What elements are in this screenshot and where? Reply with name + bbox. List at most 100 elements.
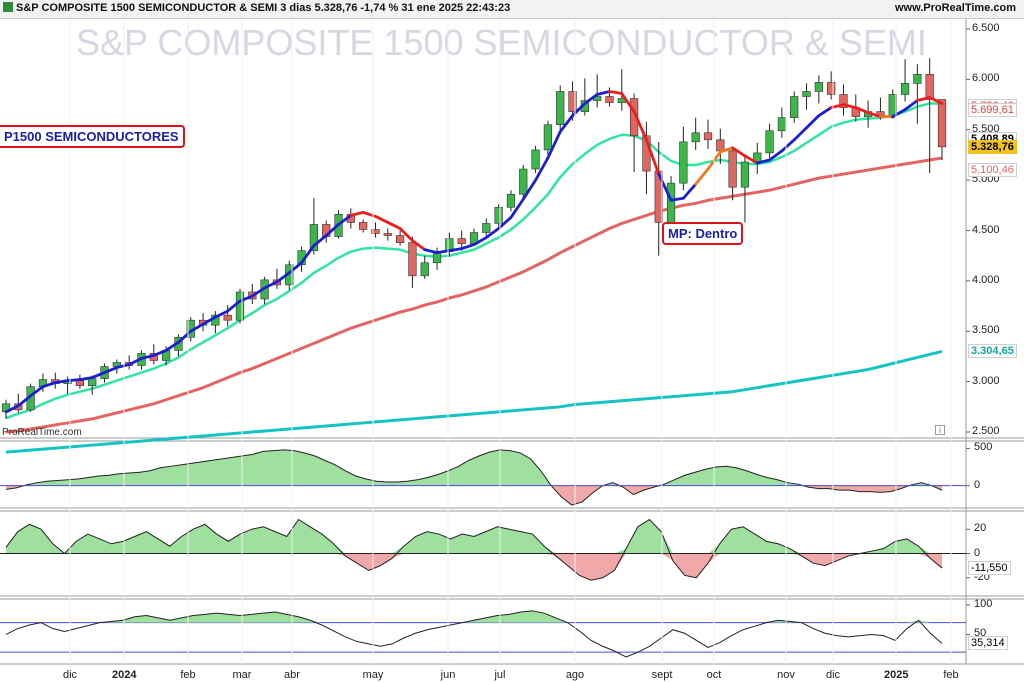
x-tick-label-12: dic xyxy=(825,669,841,681)
ema-fast-seg-58 xyxy=(718,146,735,154)
x-tick-label-4: abr xyxy=(284,669,300,681)
oscillator-2-negative-area xyxy=(6,553,942,581)
pane3-current-value: 35,314 xyxy=(968,636,1008,651)
ema-fast-seg-14 xyxy=(177,329,193,344)
candle-44 xyxy=(543,124,553,151)
ema-fast-seg-0 xyxy=(4,404,20,414)
ema-fast-seg-45 xyxy=(558,114,574,134)
y-tick-label-5: 4.000 xyxy=(972,273,1000,286)
ema-fast-seg-53 xyxy=(657,172,673,202)
ema-fast-seg-62 xyxy=(768,149,784,162)
x-tick-label-2: feb xyxy=(180,669,196,681)
candle-29 xyxy=(359,222,368,230)
candle-76 xyxy=(937,99,947,148)
ema-fast-seg-26 xyxy=(324,223,340,237)
ema-fast-seg-54 xyxy=(669,196,685,202)
candle-63 xyxy=(777,117,787,132)
ema-fast-seg-42 xyxy=(521,178,537,201)
candle-33 xyxy=(408,242,417,277)
candle-41 xyxy=(506,193,516,208)
candle-30 xyxy=(371,229,380,234)
x-tick-label-8: ago xyxy=(565,669,585,681)
ema-fast-seg-56 xyxy=(694,167,710,186)
price-label-4: 5.100,46 xyxy=(968,163,1017,177)
ema-fast-seg-74 xyxy=(915,96,932,102)
instrument-icon xyxy=(3,2,13,12)
candle-39 xyxy=(482,223,491,233)
candle-42 xyxy=(519,168,528,195)
candle-25 xyxy=(309,224,319,251)
ema-fast-seg-24 xyxy=(300,244,316,265)
ema-fast-seg-38 xyxy=(472,236,488,247)
x-tick-label-1: 2024 xyxy=(112,669,137,681)
ema-fast-seg-10 xyxy=(127,357,143,366)
ema-fast-seg-73 xyxy=(903,99,919,111)
candle-55 xyxy=(679,141,688,184)
candle-31 xyxy=(383,233,392,236)
ema-mid-line xyxy=(5,102,942,420)
y-tick-label-7: 3.000 xyxy=(972,374,1000,387)
ema-fast-seg-52 xyxy=(645,138,661,176)
ema-fast-seg-3 xyxy=(41,381,57,389)
credit-text: ProRealTime.com xyxy=(2,427,82,438)
x-tick-label-0: dic xyxy=(62,669,78,681)
ema-fast-seg-70 xyxy=(866,111,882,119)
ema-fast-seg-50 xyxy=(620,92,636,114)
oscillator-1-negative-area xyxy=(6,485,942,506)
ema-fast-seg-51 xyxy=(632,110,648,142)
candle-58 xyxy=(716,139,725,152)
candle-32 xyxy=(395,235,405,243)
ema-fast-seg-6 xyxy=(78,376,94,382)
oscillator-3-overbought-area xyxy=(6,610,942,623)
site-link[interactable]: www.ProRealTime.com xyxy=(894,2,1016,14)
price-label-3: 5.328,76 xyxy=(968,140,1017,154)
x-tick-label-7: jul xyxy=(494,669,506,681)
candle-54 xyxy=(666,182,676,223)
ema-fast-seg-41 xyxy=(509,197,525,219)
ema-fast-seg-16 xyxy=(201,315,217,326)
ema-fast-seg-44 xyxy=(546,130,562,160)
candle-46 xyxy=(568,91,577,112)
ema-fast-seg-31 xyxy=(386,221,402,230)
y-tick-label-0: 6.500 xyxy=(972,22,1000,34)
candle-40 xyxy=(494,207,503,224)
candle-65 xyxy=(802,91,811,97)
candle-43 xyxy=(531,149,540,170)
ema-fast-seg-7 xyxy=(90,371,106,379)
info-icon[interactable]: i xyxy=(935,425,945,435)
chart-header: S&P COMPOSITE 1500 SEMICONDUCTOR & SEMI … xyxy=(0,0,1024,19)
ema-fast-seg-37 xyxy=(460,243,476,251)
x-tick-label-3: mar xyxy=(232,669,252,681)
x-tick-label-13: 2025 xyxy=(884,669,909,681)
ema-fast-seg-1 xyxy=(16,394,33,408)
ema-fast-seg-28 xyxy=(349,210,365,217)
price-label-1: 5.699,61 xyxy=(968,102,1017,117)
ema-fast-seg-75 xyxy=(928,96,944,105)
watermark-title: S&P COMPOSITE 1500 SEMICONDUCTOR & SEMI xyxy=(76,22,927,63)
ema-fast-seg-17 xyxy=(213,309,230,319)
pane1-tick-label-0: 500 xyxy=(974,441,993,454)
candle-6 xyxy=(75,380,85,386)
candle-73 xyxy=(900,83,910,95)
x-tick-label-9: sept xyxy=(651,669,673,681)
ma-200-line xyxy=(5,156,943,434)
ema-fast-seg-23 xyxy=(287,261,303,275)
ema-fast-seg-40 xyxy=(497,216,513,230)
x-tick-label-11: nov xyxy=(777,669,795,681)
candle-49 xyxy=(605,96,614,103)
ema-fast-seg-68 xyxy=(842,103,858,109)
ema-fast-seg-18 xyxy=(226,299,242,313)
ema-fast-seg-27 xyxy=(337,213,353,226)
index-label-box: P1500 SEMICONDUCTORES xyxy=(0,125,185,148)
ema-fast-seg-11 xyxy=(140,354,156,360)
ema-fast-seg-22 xyxy=(275,271,291,284)
candle-68 xyxy=(839,94,848,108)
ema-fast-seg-35 xyxy=(435,249,451,255)
chart-canvas[interactable] xyxy=(0,19,1024,683)
candle-7 xyxy=(88,378,97,386)
ema-fast-seg-2 xyxy=(29,385,45,398)
oscillator-1-positive-area xyxy=(6,449,942,486)
ema-fast-seg-8 xyxy=(103,366,119,374)
y-tick-label-6: 3.500 xyxy=(972,324,1000,337)
ema-fast-seg-5 xyxy=(66,378,82,383)
